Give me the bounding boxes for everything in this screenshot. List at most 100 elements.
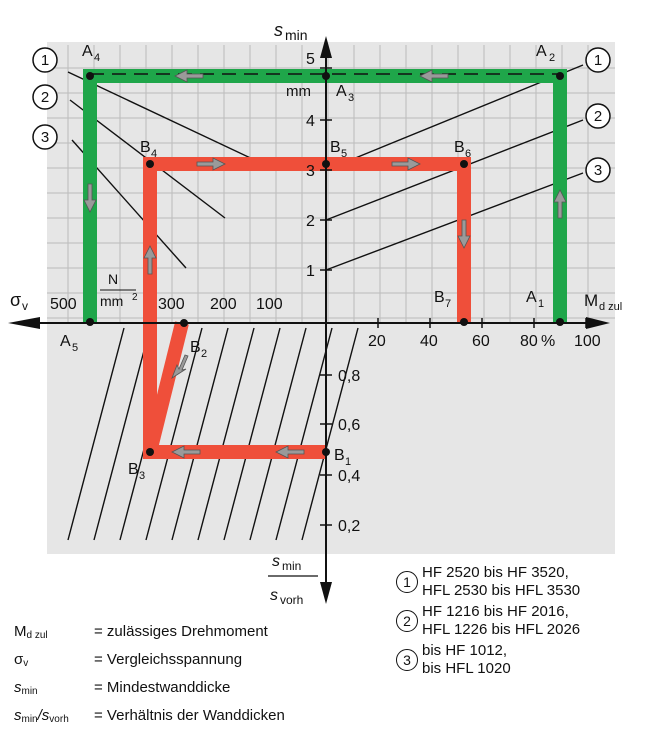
tick-sigma-300: 300 bbox=[158, 296, 185, 313]
unit-mm: mm bbox=[286, 83, 311, 100]
arrow-red-left-up bbox=[143, 245, 157, 275]
symbol-legend: Md zul = zulässiges Drehmoment σv = Verg… bbox=[14, 620, 384, 732]
tick-md-100: 100 bbox=[574, 333, 601, 350]
svg-text:2: 2 bbox=[549, 52, 555, 64]
svg-text:A: A bbox=[82, 43, 93, 60]
arrow-down-icon bbox=[320, 582, 332, 604]
arrow-left-icon bbox=[8, 317, 40, 329]
legend-3-line-1: bis HF 1012, bbox=[422, 642, 508, 659]
dot-b7 bbox=[460, 318, 468, 326]
dot-b4 bbox=[146, 160, 154, 168]
hatch-line bbox=[249, 327, 307, 541]
curve-3-right bbox=[325, 172, 584, 271]
hatch-line bbox=[197, 327, 255, 541]
svg-text:vorh: vorh bbox=[280, 593, 303, 607]
ratio-tick-labels: 0,8 0,6 0,4 0,2 bbox=[338, 368, 360, 535]
percent-sign: % bbox=[541, 333, 555, 350]
legend-1-line-2: HFL 2530 bis HFL 3530 bbox=[422, 582, 581, 599]
marker-1-right: 1 bbox=[594, 52, 602, 69]
dot-a2 bbox=[556, 72, 564, 80]
legend-group-3: 3 bis HF 1012, bis HFL 1020 bbox=[396, 642, 646, 678]
svg-text:A: A bbox=[526, 289, 537, 306]
svg-text:B: B bbox=[190, 339, 201, 356]
svg-text:σ: σ bbox=[10, 290, 21, 310]
symbol-desc-md: = zulässiges Drehmoment bbox=[94, 623, 268, 640]
svg-text:A: A bbox=[60, 333, 71, 350]
svg-text:d zul: d zul bbox=[599, 301, 622, 313]
hatch-line bbox=[67, 327, 125, 541]
svg-text:v: v bbox=[22, 299, 28, 313]
tick-smin-4: 4 bbox=[306, 113, 315, 130]
tick-md-60: 60 bbox=[472, 333, 490, 350]
svg-text:5: 5 bbox=[341, 148, 347, 160]
svg-text:7: 7 bbox=[445, 298, 451, 310]
arrow-red-top-1 bbox=[196, 157, 226, 171]
marker-3-left: 3 bbox=[41, 129, 49, 146]
dot-b5 bbox=[322, 160, 330, 168]
legend-group-1: 1 HF 2520 bis HF 3520, HFL 2530 bis HFL … bbox=[396, 564, 646, 600]
svg-text:A: A bbox=[336, 83, 347, 100]
svg-text:1: 1 bbox=[538, 298, 544, 310]
point-dots bbox=[86, 72, 564, 456]
legend-2-line-2: HFL 1226 bis HFL 2026 bbox=[422, 621, 581, 638]
tick-smin-2: 2 bbox=[306, 213, 315, 230]
unit-n-per-mm2: N mm 2 bbox=[100, 271, 138, 309]
tick-sigma-200: 200 bbox=[210, 296, 237, 313]
arrow-green-left bbox=[83, 183, 97, 213]
svg-text:M: M bbox=[584, 291, 598, 310]
dot-b3 bbox=[146, 448, 154, 456]
arrow-green-right bbox=[553, 189, 567, 219]
arrow-red-bottom-1 bbox=[275, 445, 305, 459]
dot-a1 bbox=[556, 318, 564, 326]
svg-text:mm: mm bbox=[100, 293, 123, 309]
tick-ratio-08: 0,8 bbox=[338, 368, 360, 385]
tick-sigma-100: 100 bbox=[256, 296, 283, 313]
symbol-row-ratio: smin/svorh = Verhältnis der Wanddicken bbox=[14, 704, 384, 732]
tick-md-40: 40 bbox=[420, 333, 438, 350]
curve-marker-labels: 1 2 3 1 2 3 bbox=[41, 52, 602, 179]
tick-ratio-04: 0,4 bbox=[338, 468, 360, 485]
hatch-line bbox=[223, 327, 281, 541]
tick-ratio-02: 0,2 bbox=[338, 518, 360, 535]
legend-2-line-1: HF 1216 bis HF 2016, bbox=[422, 603, 569, 620]
smin-tick-labels: 1 2 3 4 5 bbox=[306, 51, 315, 280]
dot-b1 bbox=[322, 448, 330, 456]
symbol-desc-smin: = Mindestwanddicke bbox=[94, 679, 231, 696]
symbol-row-sigma: σv = Vergleichsspannung bbox=[14, 648, 384, 676]
arrow-red-diagonal bbox=[171, 354, 189, 379]
svg-text:B: B bbox=[434, 289, 445, 306]
hatch-line bbox=[171, 327, 229, 541]
diagram-panel bbox=[47, 42, 615, 554]
axis-title-ratio: s min s vorh bbox=[268, 553, 318, 607]
svg-text:B: B bbox=[330, 139, 341, 156]
svg-text:s: s bbox=[274, 20, 283, 40]
svg-text:3: 3 bbox=[348, 92, 354, 104]
legend-3-line-2: bis HFL 1020 bbox=[422, 660, 511, 677]
svg-text:4: 4 bbox=[151, 148, 157, 160]
marker-2-right: 2 bbox=[594, 108, 602, 125]
axis-title-smin: s min bbox=[274, 20, 308, 43]
symbol-desc-ratio: = Verhältnis der Wanddicken bbox=[94, 707, 285, 724]
hatch-line bbox=[145, 327, 203, 541]
tick-md-20: 20 bbox=[368, 333, 386, 350]
flow-arrows bbox=[83, 69, 567, 459]
svg-text:3: 3 bbox=[139, 470, 145, 482]
svg-text:s: s bbox=[270, 587, 278, 604]
svg-text:B: B bbox=[454, 139, 465, 156]
svg-text:5: 5 bbox=[72, 342, 78, 354]
curve-legend: 1 HF 2520 bis HF 3520, HFL 2530 bis HFL … bbox=[396, 564, 646, 681]
arrow-green-top-1 bbox=[174, 69, 204, 83]
tick-smin-3: 3 bbox=[306, 163, 315, 180]
dot-a3 bbox=[322, 72, 330, 80]
dot-a5 bbox=[86, 318, 94, 326]
tick-smin-5: 5 bbox=[306, 51, 315, 68]
hatch-line bbox=[275, 327, 333, 541]
